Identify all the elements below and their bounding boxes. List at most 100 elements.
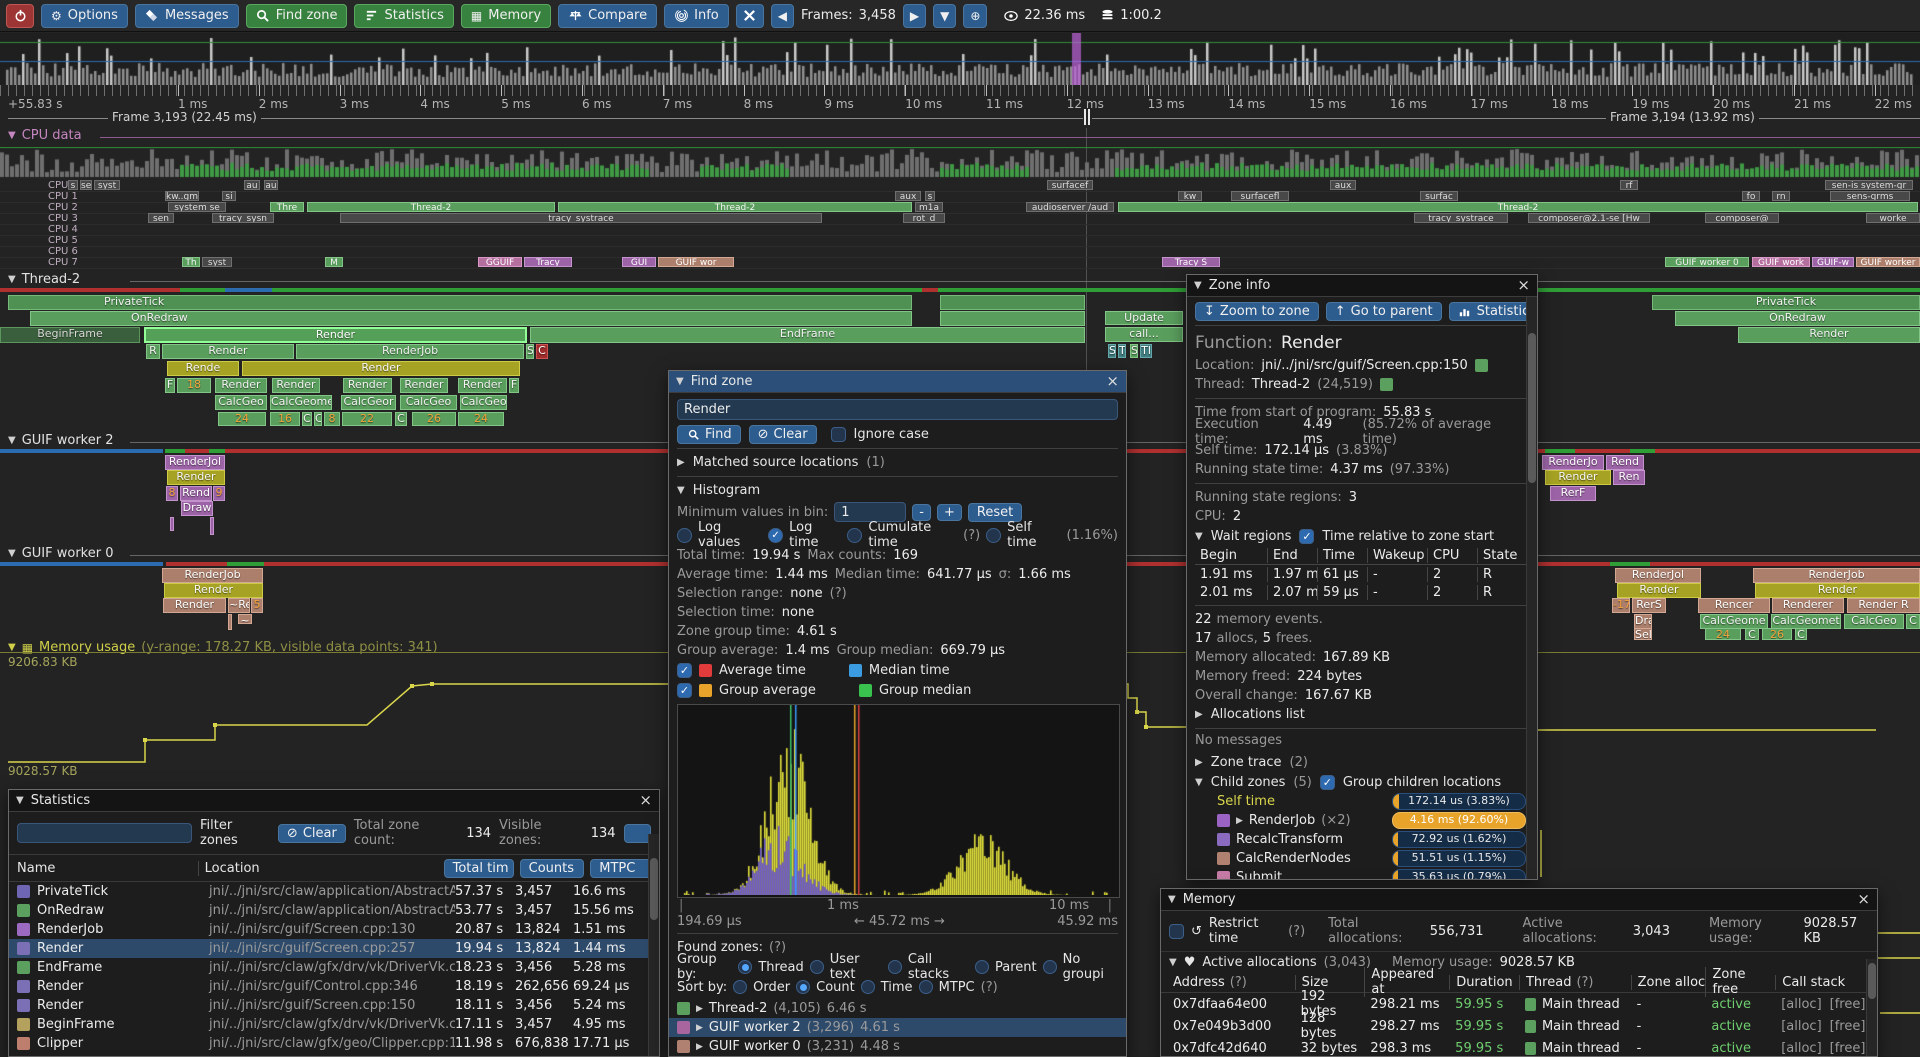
reset-button[interactable]: Reset [967, 502, 1023, 522]
cpu-zone-chip[interactable]: GUIF wor [658, 257, 734, 267]
matched-source-locations[interactable]: ▶ Matched source locations (1) [677, 453, 1118, 472]
memory-column-call-stack[interactable]: Call stack [1775, 974, 1865, 990]
timeline-zone[interactable]: Render [400, 378, 448, 393]
cpu-zone-chip[interactable]: Tracy S [1162, 257, 1220, 267]
timeline-zone[interactable]: CalcGeome [270, 395, 332, 410]
statistics-panel-titlebar[interactable]: ▼ Statistics × [9, 790, 659, 812]
wait-regions-header[interactable]: ▼ Wait regions ✓ Time relative to zone s… [1195, 526, 1529, 546]
cpu-zone-chip[interactable]: s [925, 191, 935, 201]
cpu-zone-chip[interactable]: aux [1330, 180, 1356, 190]
cpu-zone-chip[interactable]: GUIF worker 0 [1665, 257, 1749, 267]
cpu-zone-chip[interactable]: surfacefl [1231, 191, 1289, 201]
cpu-zone-chip[interactable]: s [68, 180, 78, 190]
cpu-zone-chip[interactable]: sens-grms [1830, 191, 1910, 201]
memory-scrollbar[interactable] [1866, 959, 1877, 1056]
thread-header-thread-2[interactable]: ▼ Thread-2 [8, 272, 80, 287]
memory-column-thread[interactable]: Thread (?) [1518, 974, 1631, 990]
cpu-zone-chip[interactable]: Th [182, 257, 200, 267]
cpu-zone-chip[interactable]: surfac [1420, 191, 1458, 201]
column-header-location[interactable]: Location [197, 860, 444, 876]
help-marker[interactable]: (?) [980, 979, 998, 995]
statistics-table-row[interactable]: EndFrame jni/../jni/src/claw/gfx/drv/vk/D… [9, 958, 659, 977]
cpu-zone-chip[interactable]: se [80, 180, 92, 190]
statistics-table-row[interactable]: PrivateTick jni/../jni/src/claw/applicati… [9, 882, 659, 901]
timeline-zone[interactable] [940, 295, 1085, 310]
timeline-zone[interactable]: Rende [167, 361, 239, 376]
thread-color-swatch[interactable] [1379, 378, 1393, 391]
close-icon[interactable]: × [1517, 276, 1530, 294]
zone-info-scrollbar[interactable] [1526, 297, 1537, 879]
cpu-zone-chip[interactable]: GGUIF [478, 257, 522, 267]
timeline-zone[interactable]: C [1745, 628, 1759, 640]
timeline-zone[interactable]: S [1130, 344, 1138, 358]
call-stack-free[interactable]: [free] [1829, 1040, 1865, 1056]
timeline-zone[interactable]: 8 [166, 486, 178, 501]
messages-button[interactable]: Messages [134, 3, 239, 28]
timeline-zone[interactable]: BeginFrame [0, 327, 140, 343]
memory-column-duration[interactable]: Duration [1449, 974, 1519, 990]
cpu-zone-chip[interactable]: audioserver /aud [1026, 202, 1114, 212]
wait-region-row[interactable]: 1.91 ms 1.97 ms61 µs-2R [1195, 565, 1529, 583]
memory-panel-titlebar[interactable]: ▼ Memory × [1161, 889, 1877, 911]
timeline-zone[interactable]: Sel [1634, 628, 1652, 640]
timeline-zone[interactable]: Rencer [1698, 598, 1770, 613]
cpu-zone-chip[interactable]: Thread-2 [307, 202, 555, 212]
timeline-zone[interactable]: Render [144, 327, 527, 343]
timeline-zone[interactable]: RenderJob [162, 568, 263, 583]
cpu-zone-chip[interactable]: GUIF work [1752, 257, 1810, 267]
cpu-zone-chip[interactable]: si [222, 191, 236, 201]
timeline-zone[interactable]: Render [242, 361, 520, 376]
timeline-zone[interactable]: RenderJo [1542, 455, 1604, 470]
option-toggle-log-values[interactable] [677, 527, 692, 543]
timeline-zone[interactable] [170, 517, 174, 531]
timeline-zone[interactable]: Rend [1606, 455, 1644, 470]
cpu-zone-chip[interactable]: kw..gm [165, 191, 199, 201]
found-zone-row[interactable]: ▶ GUIF worker 2 (3,296) 4.61 s [669, 1018, 1126, 1037]
cpu-zone-chip[interactable]: composer@2.1-se [Hw [1528, 213, 1650, 223]
timeline-zone[interactable]: RerS [1632, 598, 1666, 613]
cpu-zone-chip[interactable]: M [325, 257, 343, 267]
timeline-zone[interactable]: Render [167, 470, 225, 485]
timeline-zone[interactable]: C [314, 412, 322, 426]
timeline-zone[interactable]: CalcGeor [341, 395, 396, 410]
find-button[interactable]: Find [677, 425, 741, 444]
group-by-radio-no-groupi[interactable] [1042, 960, 1057, 974]
memory-button[interactable]: ▦ Memory [460, 3, 552, 28]
time-relative-checkbox[interactable]: ✓ [1299, 528, 1315, 544]
help-marker[interactable]: (?) [1288, 923, 1306, 939]
call-stack-alloc[interactable]: [alloc] [1781, 1018, 1822, 1034]
cpu-zone-chip[interactable]: composer@ [1705, 213, 1779, 223]
memory-usage-header[interactable]: ▼ ▦ Memory usage (y-range: 178.27 KB, vi… [8, 640, 438, 655]
cpu-zone-chip[interactable]: fo [1742, 191, 1760, 201]
close-icon[interactable]: × [1857, 890, 1870, 908]
statistics-table-row[interactable]: CalcGeometry jni/../jni/src/claw/graphics… [9, 1053, 659, 1056]
timeline-zone[interactable]: Tl [1140, 344, 1152, 358]
child-zone-row[interactable]: CalcRenderNodes 51.51 us (1.15%) [1195, 849, 1529, 868]
column-header-counts[interactable]: Counts [519, 858, 585, 878]
filter-zones-input[interactable] [17, 823, 192, 843]
timeline-zone[interactable]: 9 [213, 486, 225, 501]
help-marker[interactable]: (?) [1576, 974, 1594, 990]
cpu-zone-chip[interactable]: au [244, 180, 260, 190]
cpu-zone-chip[interactable]: Thre [270, 202, 304, 212]
timeline-zone[interactable]: C [395, 412, 407, 426]
timeline-zone[interactable]: CalcGeo [1844, 614, 1904, 629]
clipped-button[interactable] [623, 823, 651, 843]
option-toggle-log-time[interactable]: ✓ [768, 527, 784, 543]
frame-marker-label[interactable]: Frame 3,193 (22.45 ms) [108, 110, 261, 124]
timeline-zone[interactable]: RenderJob [1753, 568, 1920, 583]
timeline-zone[interactable]: CalcGeo [460, 395, 507, 410]
cpu-zone-chip[interactable]: tracy_systrace [340, 213, 822, 223]
sort-by-radio-count[interactable] [796, 980, 811, 994]
timeline-zone[interactable]: S [526, 344, 534, 359]
timeline-zone[interactable]: RenderJob [296, 344, 524, 359]
timeline-zone[interactable]: 5 [251, 598, 263, 613]
timeline-zone[interactable] [228, 614, 232, 630]
timeline-zone[interactable]: T [1118, 344, 1126, 358]
timeline-zone[interactable]: 8 [324, 412, 340, 426]
zone-info-panel-titlebar[interactable]: ▼ Zone info × [1187, 275, 1537, 297]
timeline-zone[interactable]: S [1108, 344, 1116, 358]
timeline-zone[interactable] [210, 517, 214, 535]
help-marker[interactable]: (?) [1229, 974, 1247, 990]
frame-time-graph[interactable] [0, 33, 1920, 85]
